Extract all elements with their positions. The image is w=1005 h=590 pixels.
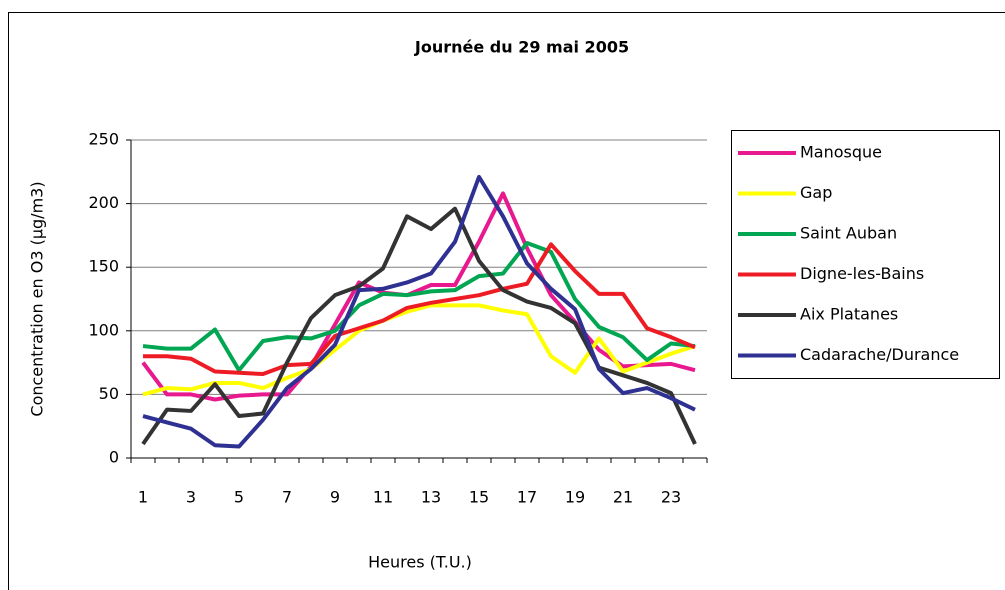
x-tick-label: 15 [469, 488, 489, 507]
x-tick-label: 17 [517, 488, 537, 507]
y-tick-label: 50 [99, 384, 119, 403]
series-line [143, 242, 696, 377]
y-tick-label: 250 [88, 130, 119, 149]
series-line [142, 303, 696, 397]
y-tick-label: 0 [109, 448, 119, 467]
y-tick-label: 150 [88, 257, 119, 276]
x-tick-label: 19 [565, 488, 585, 507]
legend-label: Cadarache/Durance [800, 345, 959, 364]
x-tick-label: 3 [186, 488, 196, 507]
x-axis-label: Heures (T.U.) [368, 553, 472, 572]
x-tick-label: 13 [421, 488, 441, 507]
x-tick-label: 11 [373, 488, 393, 507]
series-line [141, 191, 696, 402]
x-tick-label: 1 [138, 488, 148, 507]
legend-label: Saint Auban [800, 224, 897, 243]
legend-label: Aix Platanes [800, 305, 898, 324]
legend [731, 130, 1000, 379]
y-tick-label: 200 [88, 193, 119, 212]
y-axis-label: Concentration en O3 (µg/m3) [28, 181, 47, 416]
x-tick-label: 9 [330, 488, 340, 507]
y-tick-label: 100 [88, 320, 119, 339]
x-tick-label: 21 [613, 488, 633, 507]
x-tick-label: 7 [282, 488, 292, 507]
legend-label: Manosque [800, 143, 882, 162]
x-tick-label: 23 [661, 488, 681, 507]
series-line [141, 206, 697, 446]
legend-label: Digne-les-Bains [800, 264, 924, 283]
chart-title: Journée du 29 mai 2005 [414, 38, 629, 57]
series-line [142, 174, 696, 449]
legend-label: Gap [800, 183, 832, 202]
series-line [142, 241, 696, 373]
x-tick-label: 5 [234, 488, 244, 507]
